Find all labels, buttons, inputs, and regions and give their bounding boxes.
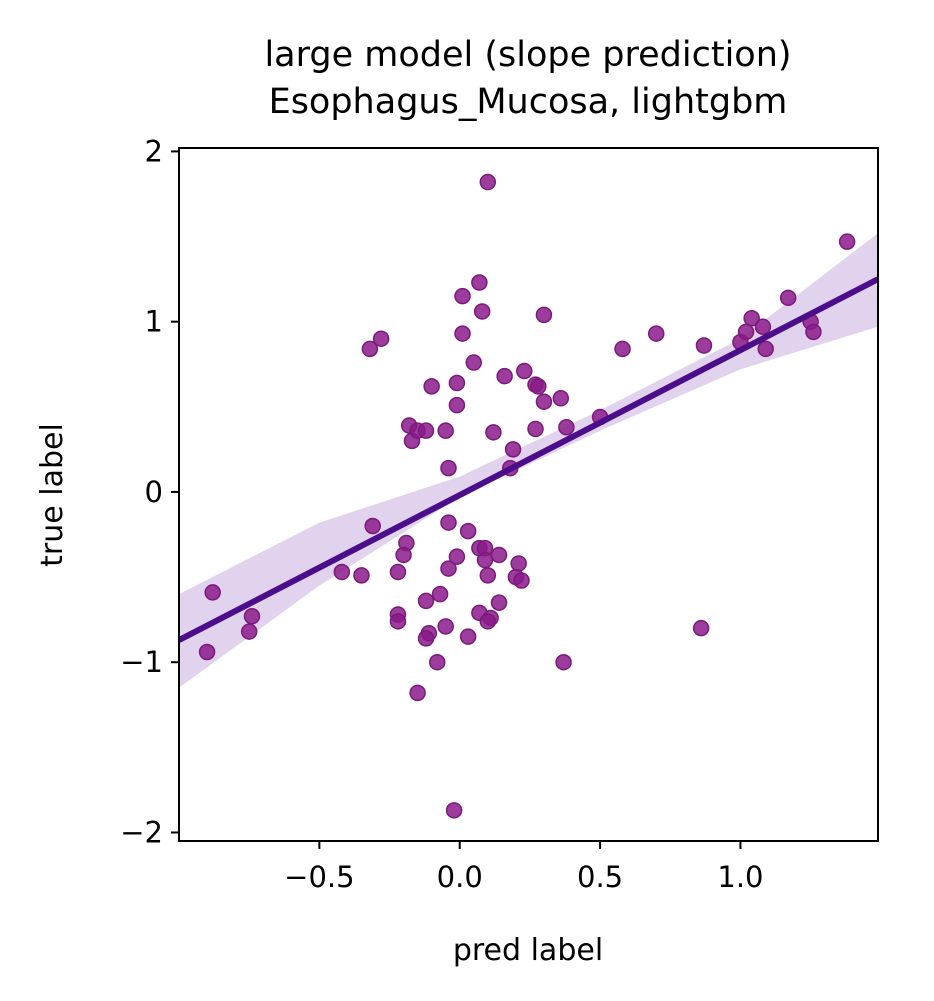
data-point	[333, 563, 351, 581]
data-point	[395, 546, 412, 564]
y-axis-label: true label	[35, 423, 70, 567]
x-axis-label: pred label	[453, 933, 603, 968]
data-point	[647, 325, 665, 342]
data-point	[459, 522, 477, 540]
x-axis-ticks: −0.5 0.0 0.5 1.0	[284, 841, 764, 894]
x-tick-label: −0.5	[284, 860, 354, 894]
data-point	[440, 560, 457, 577]
data-point	[490, 594, 508, 611]
data-point	[429, 653, 446, 671]
x-tick-label: 0.0	[437, 860, 483, 894]
data-point	[479, 613, 497, 630]
data-point	[737, 323, 755, 341]
data-point	[490, 546, 508, 564]
data-point	[423, 378, 440, 395]
data-point	[440, 459, 457, 477]
data-point	[757, 340, 774, 358]
data-point	[198, 643, 216, 661]
data-point	[448, 548, 466, 565]
fit-line	[177, 276, 880, 643]
data-point	[479, 173, 497, 191]
data-point	[552, 390, 570, 407]
data-point	[372, 330, 390, 347]
y-tick-label: −2	[120, 815, 163, 849]
chart-subtitle: Esophagus_Mucosa, lightgbm	[269, 82, 788, 122]
data-point	[389, 563, 407, 581]
data-point	[558, 418, 575, 436]
data-point	[473, 303, 491, 320]
chart-title: large model (slope prediction)	[264, 35, 791, 75]
data-point	[445, 802, 463, 819]
data-point	[510, 555, 527, 572]
data-point	[496, 367, 513, 385]
data-point	[516, 362, 533, 380]
y-tick-label: 0	[145, 475, 163, 509]
data-point	[364, 517, 381, 535]
data-point	[448, 396, 466, 414]
data-point	[476, 551, 494, 569]
data-point	[417, 422, 435, 439]
data-point	[838, 233, 856, 250]
data-point	[614, 340, 631, 358]
data-point	[361, 340, 379, 358]
data-point	[805, 323, 822, 341]
data-point	[459, 628, 477, 645]
data-point	[437, 618, 454, 635]
y-axis-ticks: −2 −1 0 1 2	[120, 134, 179, 849]
data-point	[695, 337, 713, 354]
data-point	[471, 274, 488, 291]
data-point	[389, 613, 407, 630]
data-point	[417, 630, 435, 647]
data-point	[409, 684, 426, 702]
data-point	[454, 325, 471, 342]
data-point	[754, 318, 772, 336]
data-point	[779, 289, 797, 307]
y-tick-label: 2	[145, 134, 163, 168]
data-point	[431, 585, 449, 603]
data-point	[448, 374, 466, 392]
y-tick-label: 1	[145, 305, 163, 339]
data-point	[243, 607, 261, 625]
data-point	[527, 420, 544, 438]
data-point	[465, 354, 483, 371]
y-tick-label: −1	[120, 645, 163, 679]
data-point	[454, 287, 471, 305]
data-point	[692, 619, 710, 637]
plot-frame	[178, 147, 879, 842]
data-point	[479, 567, 497, 584]
data-point	[555, 653, 572, 671]
data-point	[440, 514, 457, 531]
regression-line	[177, 276, 880, 643]
data-point	[513, 572, 530, 589]
data-point	[240, 623, 258, 640]
data-point	[204, 584, 221, 601]
data-point	[535, 393, 553, 410]
data-point	[353, 567, 370, 584]
data-point	[535, 306, 553, 324]
data-point	[485, 424, 502, 441]
data-point	[743, 310, 760, 327]
scatter-points	[198, 173, 856, 819]
data-point	[530, 378, 547, 395]
data-point	[504, 441, 522, 458]
data-point	[417, 592, 435, 610]
x-tick-label: 0.5	[577, 860, 623, 894]
x-tick-label: 1.0	[717, 860, 763, 894]
data-point	[437, 422, 454, 439]
